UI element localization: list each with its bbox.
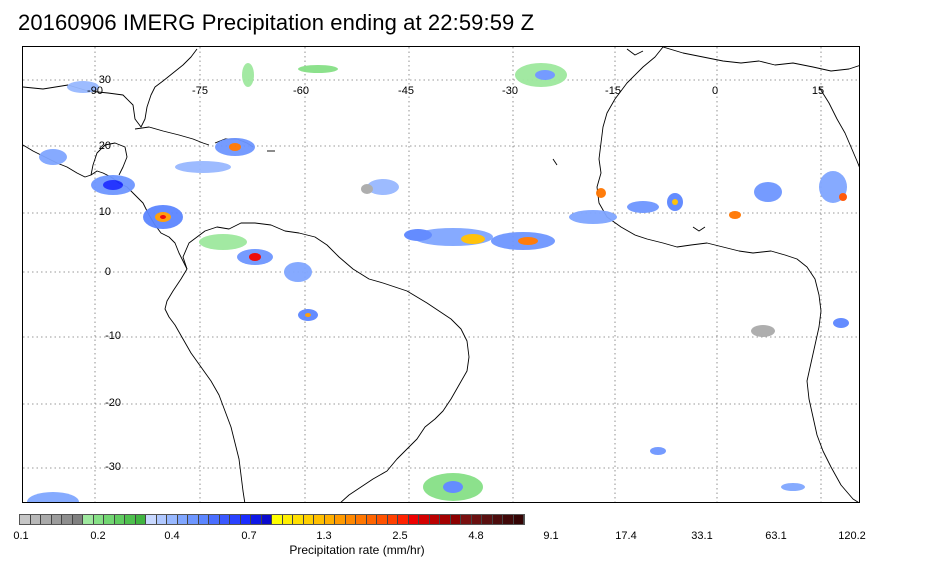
precipitation-map: -90 -75 -60 -45 -30 -15 0 15 30 20 10 0 … (22, 46, 860, 503)
colorbar-title: Precipitation rate (mm/hr) (289, 543, 425, 557)
colorbar-swatch (398, 515, 409, 524)
colorbar-tick-label: 4.8 (468, 530, 484, 542)
colorbar-swatch (272, 515, 283, 524)
colorbar-swatch (83, 515, 94, 524)
colorbar-swatch (114, 515, 125, 524)
colorbar-tick-label: 0.4 (164, 530, 180, 542)
colorbar-tick-label: 63.1 (765, 530, 787, 542)
colorbar-swatch (419, 515, 430, 524)
colorbar-swatch (345, 515, 356, 524)
colorbar-swatch (366, 515, 377, 524)
colorbar-swatch (282, 515, 293, 524)
lat-label: -30 (105, 461, 121, 473)
colorbar-swatch (513, 515, 524, 524)
lon-label: -75 (192, 85, 208, 97)
colorbar-swatch (303, 515, 314, 524)
colorbar-tick-label: 0.7 (241, 530, 257, 542)
colorbar-swatch (230, 515, 241, 524)
colorbar (19, 514, 525, 525)
colorbar-swatch (30, 515, 41, 524)
colorbar-swatch (146, 515, 157, 524)
lat-label: -10 (105, 330, 121, 342)
colorbar-swatch (51, 515, 62, 524)
colorbar-tick-label: 1.3 (316, 530, 332, 542)
colorbar-tick-label: 33.1 (691, 530, 713, 542)
colorbar-swatch (177, 515, 188, 524)
lat-label: 20 (99, 140, 111, 152)
lon-label: 0 (712, 85, 718, 97)
lat-label: 0 (105, 266, 111, 278)
coastline-south-america (182, 222, 470, 502)
colorbar-swatch (209, 515, 220, 524)
colorbar-swatch (104, 515, 115, 524)
colorbar-swatch (240, 515, 251, 524)
colorbar-swatch (471, 515, 482, 524)
colorbar-swatch (482, 515, 493, 524)
colorbar-swatch (440, 515, 451, 524)
map-gridlines (23, 47, 859, 502)
lon-label: -60 (293, 85, 309, 97)
colorbar-swatch (20, 515, 31, 524)
colorbar-swatch (503, 515, 514, 524)
lat-label: 30 (99, 74, 111, 86)
colorbar-tick-label: 17.4 (615, 530, 637, 542)
latitude-labels: 30 20 10 0 -10 -20 -30 (99, 74, 121, 473)
colorbar-swatch (293, 515, 304, 524)
lon-label: 15 (812, 85, 824, 97)
colorbar-swatch (335, 515, 346, 524)
colorbar-swatch (62, 515, 73, 524)
colorbar-swatch (356, 515, 367, 524)
colorbar-swatch (198, 515, 209, 524)
coastline-north-america (23, 48, 198, 128)
colorbar-tick-label: 0.2 (90, 530, 106, 542)
colorbar-swatch (156, 515, 167, 524)
colorbar-tick-label: 0.1 (13, 530, 29, 542)
colorbar-swatch (461, 515, 472, 524)
colorbar-swatch (72, 515, 83, 524)
precipitation-field (27, 63, 849, 502)
colorbar-swatch (429, 515, 440, 524)
map-canvas: -90 -75 -60 -45 -30 -15 0 15 30 20 10 0 … (23, 47, 859, 502)
colorbar-swatch (450, 515, 461, 524)
colorbar-swatch (324, 515, 335, 524)
colorbar-swatch (492, 515, 503, 524)
lon-label: -90 (87, 85, 103, 97)
colorbar-tick-label: 2.5 (392, 530, 408, 542)
map-title: 20160906 IMERG Precipitation ending at 2… (18, 10, 535, 35)
colorbar-swatch (408, 515, 419, 524)
colorbar-swatch (135, 515, 146, 524)
colorbar-swatch (219, 515, 230, 524)
colorbar-swatch (93, 515, 104, 524)
colorbar-swatch (125, 515, 136, 524)
coastline-caribbean-islands (134, 126, 210, 146)
colorbar-swatch (377, 515, 388, 524)
colorbar-swatch (41, 515, 52, 524)
colorbar-swatch (261, 515, 272, 524)
lon-label: -45 (398, 85, 414, 97)
colorbar-tick-label: 120.2 (838, 530, 866, 542)
colorbar-swatch (314, 515, 325, 524)
colorbar-swatch (188, 515, 199, 524)
coastlines (23, 47, 859, 502)
lat-label: 10 (99, 206, 111, 218)
lon-label: -15 (605, 85, 621, 97)
coastline-africa (596, 47, 859, 502)
colorbar-swatch (251, 515, 262, 524)
colorbar-swatch (167, 515, 178, 524)
lat-label: -20 (105, 397, 121, 409)
colorbar-swatch (387, 515, 398, 524)
lon-label: -30 (502, 85, 518, 97)
colorbar-tick-label: 9.1 (543, 530, 559, 542)
longitude-labels: -90 -75 -60 -45 -30 -15 0 15 (87, 85, 824, 97)
